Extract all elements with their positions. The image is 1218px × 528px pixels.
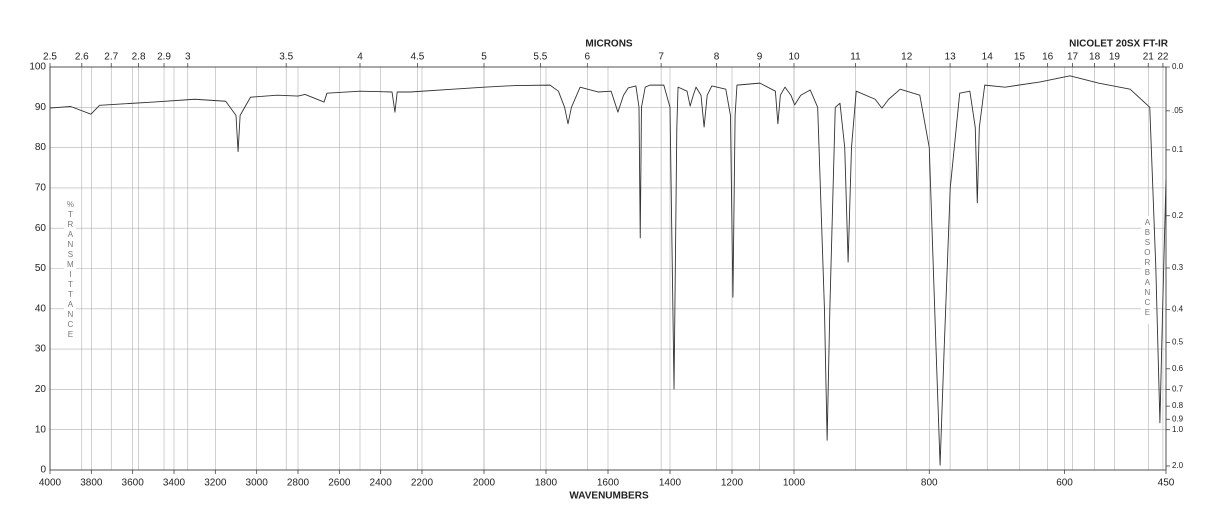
y2-tick-label: 2.0 xyxy=(1172,461,1184,470)
label-backdrop xyxy=(64,198,76,346)
x2-tick-label: 2.7 xyxy=(104,52,118,63)
x2-tick-label: 5.5 xyxy=(533,52,547,63)
x2-tick-label: 4 xyxy=(357,52,363,63)
plot-frame xyxy=(49,66,1167,471)
x2-tick-label: 5 xyxy=(481,52,487,63)
y2-tick-label: 0.6 xyxy=(1172,364,1184,373)
x-tick-label: 2400 xyxy=(370,478,393,489)
y-tick-label: 80 xyxy=(35,142,47,153)
x-tick-label: 2800 xyxy=(287,478,310,489)
x2-tick-label: 6 xyxy=(585,52,591,63)
x2-tick-label: 14 xyxy=(982,52,994,63)
y2-tick-label: 0.4 xyxy=(1172,305,1184,314)
x2-tick-label: 8 xyxy=(714,52,720,63)
x2-tick-label: 18 xyxy=(1089,52,1101,63)
x-tick-label: 800 xyxy=(921,478,938,489)
y2-tick-label: 1.0 xyxy=(1172,425,1184,434)
x-tick-label: 600 xyxy=(1056,478,1073,489)
x2-tick-label: 21 xyxy=(1143,52,1155,63)
y-tick-label: 40 xyxy=(35,303,47,314)
y-tick-label: 100 xyxy=(29,62,46,73)
y-tick-label: 60 xyxy=(35,223,47,234)
y2-tick-label: 0.5 xyxy=(1172,338,1184,347)
x-tick-label: 1200 xyxy=(721,478,744,489)
x-tick-label: 2000 xyxy=(473,478,496,489)
x-tick-label: 1400 xyxy=(659,478,682,489)
x2-tick-label: 19 xyxy=(1109,52,1121,63)
y-axis-label: %TRANSMITTANCE xyxy=(66,200,75,340)
x2-tick-label: 2.6 xyxy=(75,52,89,63)
x2-tick-label: 3.5 xyxy=(279,52,293,63)
x-tick-label: 450 xyxy=(1158,478,1175,489)
y2-axis-label: ABSORBANCE xyxy=(1143,218,1152,318)
x-tick-label: 4000 xyxy=(39,478,62,489)
x2-tick-label: 2.9 xyxy=(157,52,171,63)
y2-tick-label: 0.7 xyxy=(1172,385,1184,394)
x2-tick-label: 10 xyxy=(788,52,800,63)
y2-tick-label: 0.0 xyxy=(1172,62,1184,71)
x-tick-label: 2600 xyxy=(328,478,351,489)
x-axis-label: WAVENUMBERS xyxy=(569,491,649,502)
x-tick-label: 1800 xyxy=(535,478,558,489)
y2-tick-label: 0.2 xyxy=(1172,211,1184,220)
x2-tick-label: 2.5 xyxy=(43,52,57,63)
x-tick-label: 3000 xyxy=(246,478,269,489)
x2-tick-label: 4.5 xyxy=(410,52,424,63)
chart-title: NICOLET 20SX FT-IR xyxy=(1069,39,1169,50)
x2-tick-label: 9 xyxy=(757,52,763,63)
x2-tick-label: 3 xyxy=(185,52,191,63)
y2-tick-label: 0.9 xyxy=(1172,414,1184,423)
label-backdrop xyxy=(1141,216,1153,324)
spectrum-line xyxy=(49,75,1167,466)
y2-tick-label: 0.1 xyxy=(1172,145,1184,154)
x-tick-label: 1000 xyxy=(783,478,806,489)
y-tick-label: 20 xyxy=(35,384,47,395)
x2-tick-label: 7 xyxy=(658,52,664,63)
x-tick-label: 3600 xyxy=(122,478,145,489)
x2-tick-label: 12 xyxy=(901,52,913,63)
x2-tick-label: 2.8 xyxy=(132,52,146,63)
x2-tick-label: 11 xyxy=(850,52,861,63)
x2-tick-label: 17 xyxy=(1067,52,1079,63)
x2-tick-label: 13 xyxy=(945,52,957,63)
x-tick-label: 3400 xyxy=(163,478,186,489)
x2-tick-label: 15 xyxy=(1014,52,1026,63)
x-tick-label: 3200 xyxy=(204,478,227,489)
y-tick-label: 0 xyxy=(40,465,46,476)
x2-axis-label: MICRONS xyxy=(585,39,633,50)
x2-tick-label: 22 xyxy=(1157,52,1169,63)
y-tick-label: 50 xyxy=(35,263,47,274)
x-tick-label: 2200 xyxy=(411,478,434,489)
x-tick-label: 1600 xyxy=(597,478,620,489)
y-tick-label: 10 xyxy=(35,424,47,435)
y-tick-label: 90 xyxy=(35,102,47,113)
y2-tick-label: .05 xyxy=(1172,106,1184,115)
y2-tick-label: 0.3 xyxy=(1172,263,1184,272)
y-tick-label: 70 xyxy=(35,183,47,194)
y-tick-label: 30 xyxy=(35,344,47,355)
x-tick-label: 3800 xyxy=(80,478,103,489)
y2-tick-label: 0.8 xyxy=(1172,401,1184,410)
x2-tick-label: 16 xyxy=(1042,52,1054,63)
